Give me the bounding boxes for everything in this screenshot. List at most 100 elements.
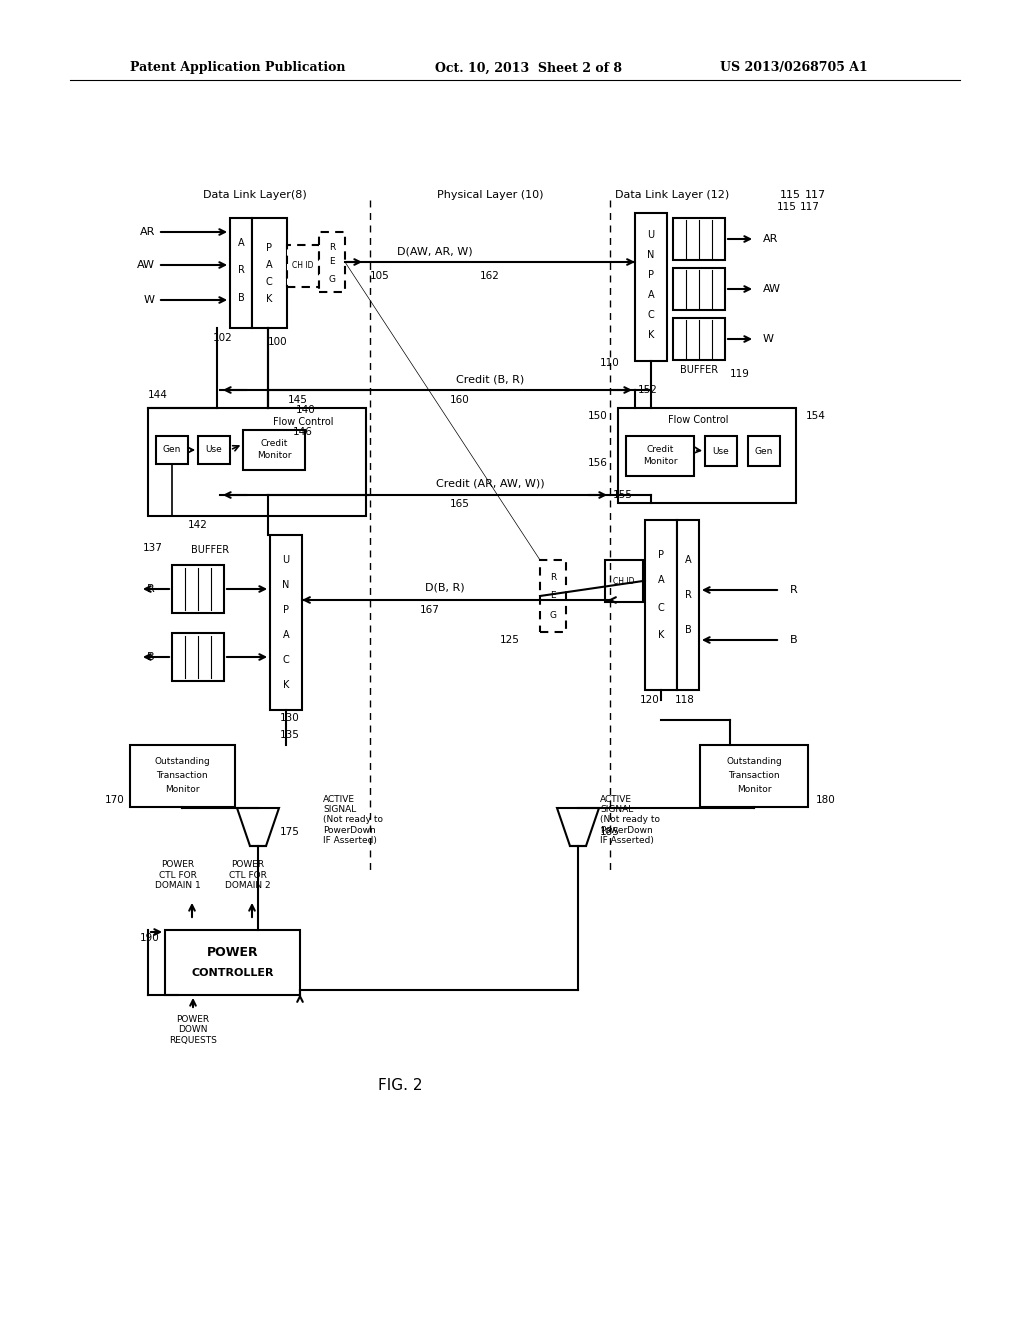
Text: N: N bbox=[283, 579, 290, 590]
Text: AW: AW bbox=[137, 260, 155, 271]
Text: 118: 118 bbox=[675, 696, 695, 705]
Text: 115: 115 bbox=[779, 190, 801, 201]
Text: POWER
CTL FOR
DOMAIN 1: POWER CTL FOR DOMAIN 1 bbox=[155, 861, 201, 890]
Text: K: K bbox=[283, 680, 289, 690]
Text: 145: 145 bbox=[288, 395, 308, 405]
Bar bbox=[165, 931, 300, 995]
Text: BUFFER: BUFFER bbox=[190, 545, 229, 554]
Text: Patent Application Publication: Patent Application Publication bbox=[130, 62, 345, 74]
Text: 137: 137 bbox=[143, 543, 163, 553]
Text: W: W bbox=[144, 294, 155, 305]
Text: P: P bbox=[283, 605, 289, 615]
Text: A: A bbox=[648, 290, 654, 300]
Text: Monitor: Monitor bbox=[165, 784, 200, 793]
Text: G: G bbox=[550, 611, 556, 620]
Text: 167: 167 bbox=[420, 605, 440, 615]
Polygon shape bbox=[557, 808, 599, 846]
Text: R: R bbox=[790, 585, 798, 595]
Text: C: C bbox=[265, 277, 272, 286]
Text: A: A bbox=[283, 630, 290, 640]
Text: POWER
CTL FOR
DOMAIN 2: POWER CTL FOR DOMAIN 2 bbox=[225, 861, 270, 890]
Text: E: E bbox=[329, 257, 335, 267]
Text: 152: 152 bbox=[638, 385, 657, 395]
Text: Data Link Layer (12): Data Link Layer (12) bbox=[614, 190, 729, 201]
Bar bbox=[156, 436, 188, 465]
Text: R: R bbox=[329, 243, 335, 252]
Text: 130: 130 bbox=[280, 713, 300, 723]
Text: CH ID: CH ID bbox=[292, 261, 313, 271]
Text: D(B, R): D(B, R) bbox=[425, 583, 465, 593]
Text: K: K bbox=[266, 294, 272, 304]
Text: 155: 155 bbox=[613, 490, 633, 500]
Text: K: K bbox=[657, 630, 665, 640]
Bar bbox=[700, 744, 808, 807]
Text: FIG. 2: FIG. 2 bbox=[378, 1077, 422, 1093]
Text: B: B bbox=[685, 624, 691, 635]
Text: 165: 165 bbox=[451, 499, 470, 510]
Text: P: P bbox=[648, 271, 654, 280]
Bar bbox=[677, 520, 699, 690]
Bar bbox=[252, 218, 287, 327]
Bar bbox=[172, 634, 224, 681]
Text: AW: AW bbox=[763, 284, 781, 294]
Text: 160: 160 bbox=[451, 395, 470, 405]
Text: 110: 110 bbox=[600, 358, 620, 368]
Text: BUFFER: BUFFER bbox=[680, 366, 718, 375]
Text: ACTIVE
SIGNAL
(Not ready to
PowerDown
IF Asserted): ACTIVE SIGNAL (Not ready to PowerDown IF… bbox=[323, 795, 383, 845]
Text: 102: 102 bbox=[213, 333, 232, 343]
Bar bbox=[705, 436, 737, 466]
Text: Monitor: Monitor bbox=[257, 451, 291, 461]
Text: Oct. 10, 2013  Sheet 2 of 8: Oct. 10, 2013 Sheet 2 of 8 bbox=[435, 62, 622, 74]
Text: Credit: Credit bbox=[260, 440, 288, 449]
Text: Use: Use bbox=[713, 446, 729, 455]
Bar bbox=[287, 246, 319, 286]
Text: 170: 170 bbox=[105, 795, 125, 805]
Text: Monitor: Monitor bbox=[643, 458, 677, 466]
Text: Gen: Gen bbox=[755, 446, 773, 455]
Text: R: R bbox=[147, 583, 155, 594]
Text: 154: 154 bbox=[806, 411, 826, 421]
Text: 105: 105 bbox=[370, 271, 390, 281]
Text: 156: 156 bbox=[588, 458, 608, 469]
Text: Data Link Layer(8): Data Link Layer(8) bbox=[203, 190, 307, 201]
Bar bbox=[319, 232, 345, 292]
Bar bbox=[673, 268, 725, 310]
Text: W: W bbox=[763, 334, 774, 345]
Bar bbox=[748, 436, 780, 466]
Text: ACTIVE
SIGNAL
(Not ready to
PowerDown
IF Asserted): ACTIVE SIGNAL (Not ready to PowerDown IF… bbox=[600, 795, 660, 845]
Text: 119: 119 bbox=[730, 370, 750, 379]
Bar bbox=[148, 408, 366, 516]
Text: Physical Layer (10): Physical Layer (10) bbox=[437, 190, 544, 201]
Bar bbox=[626, 436, 694, 477]
Text: Outstanding: Outstanding bbox=[726, 756, 782, 766]
Bar bbox=[618, 408, 796, 503]
Text: 140: 140 bbox=[296, 405, 315, 414]
Bar bbox=[645, 520, 677, 690]
Text: 175: 175 bbox=[280, 828, 300, 837]
Text: P: P bbox=[658, 550, 664, 560]
Text: 117: 117 bbox=[800, 202, 820, 213]
Text: B: B bbox=[790, 635, 798, 645]
Text: R: R bbox=[238, 265, 245, 275]
Text: 146: 146 bbox=[293, 426, 313, 437]
Text: R: R bbox=[685, 590, 691, 601]
Text: Flow Control: Flow Control bbox=[272, 417, 333, 426]
Text: 185: 185 bbox=[600, 828, 620, 837]
Text: 115: 115 bbox=[777, 202, 797, 213]
Text: 125: 125 bbox=[500, 635, 520, 645]
Text: 180: 180 bbox=[816, 795, 836, 805]
Text: Gen: Gen bbox=[163, 446, 181, 454]
Bar bbox=[635, 213, 667, 360]
Text: N: N bbox=[647, 249, 654, 260]
Text: POWER: POWER bbox=[207, 945, 259, 958]
Text: 150: 150 bbox=[588, 411, 608, 421]
Text: B: B bbox=[238, 293, 245, 304]
Text: C: C bbox=[647, 310, 654, 319]
Text: K: K bbox=[648, 330, 654, 341]
Text: A: A bbox=[265, 260, 272, 271]
Text: C: C bbox=[657, 603, 665, 612]
Text: Use: Use bbox=[206, 446, 222, 454]
Text: Transaction: Transaction bbox=[157, 771, 208, 780]
Text: Credit (AR, AW, W)): Credit (AR, AW, W)) bbox=[435, 478, 545, 488]
Text: US 2013/0268705 A1: US 2013/0268705 A1 bbox=[720, 62, 867, 74]
